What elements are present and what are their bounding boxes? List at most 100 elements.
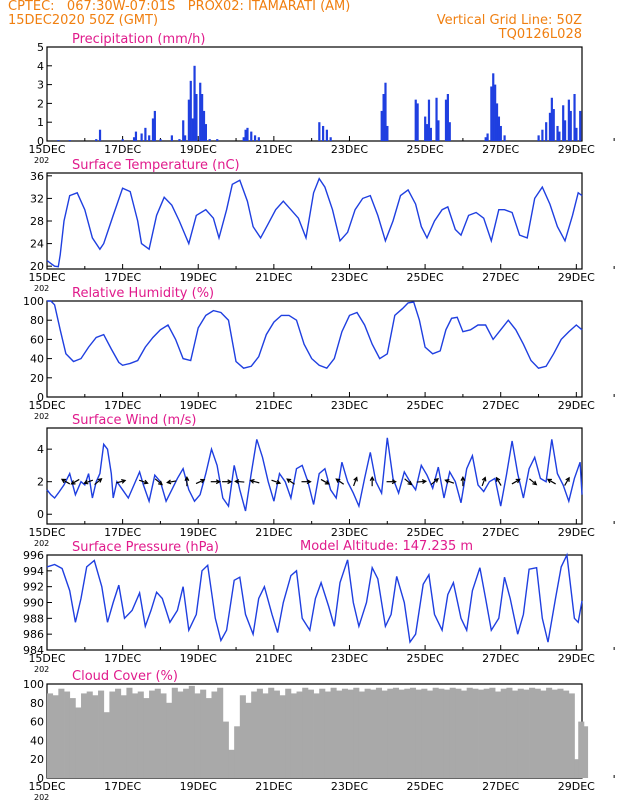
precip-bar bbox=[121, 139, 124, 141]
wind-arrow bbox=[481, 476, 487, 487]
precip-bar bbox=[57, 140, 60, 141]
precip-bar bbox=[318, 122, 321, 141]
y-tick-label: 36 bbox=[30, 170, 44, 183]
wind-arrow-shaft bbox=[250, 479, 260, 484]
cloud-bar bbox=[307, 689, 314, 778]
precip-bar bbox=[242, 137, 245, 141]
cloud-bar bbox=[398, 689, 405, 778]
panel-title: Surface Pressure (hPa) bbox=[72, 540, 219, 555]
precip-bar bbox=[569, 110, 572, 141]
plot-frame bbox=[46, 427, 583, 525]
wind-arrow-shaft bbox=[547, 478, 556, 485]
wind-arrow-head bbox=[97, 477, 103, 483]
x-tick-label: 27DEC bbox=[482, 399, 519, 412]
wind-arrow-shaft bbox=[320, 478, 330, 485]
wind-arrow bbox=[495, 476, 502, 486]
cloud-bar bbox=[313, 693, 320, 778]
y-tick-label: 80 bbox=[30, 314, 44, 327]
wind-arrow-shaft bbox=[138, 479, 148, 484]
wind-arrow bbox=[335, 478, 345, 485]
cloud-cover-panel: Cloud Cover (%) 0 20 40 60 80 100 15DEC 17DEC 19D… bbox=[23, 669, 615, 800]
precip-bar bbox=[494, 84, 497, 141]
y-tick-label: 32 bbox=[30, 192, 44, 205]
precip-bar bbox=[98, 129, 102, 141]
x-tick-label: 23DEC bbox=[331, 780, 368, 793]
precip-bar bbox=[537, 135, 540, 141]
wind-arrow-head bbox=[200, 478, 206, 484]
cloud-bar bbox=[109, 691, 116, 778]
cloud-bar bbox=[137, 691, 144, 778]
precip-bar bbox=[191, 118, 194, 141]
x-tick-label: 17DEC bbox=[104, 652, 141, 665]
precip-bar bbox=[189, 80, 192, 141]
precip-bar bbox=[322, 125, 325, 141]
x-tick-label: 29DEC bbox=[558, 399, 595, 412]
y-tick-label: 5 bbox=[37, 41, 44, 54]
x-year-label: 202 bbox=[34, 539, 49, 548]
cloud-bar bbox=[194, 693, 201, 778]
precip-bar bbox=[575, 127, 578, 141]
wind-arrow-head bbox=[157, 480, 163, 486]
cloud-bar bbox=[52, 695, 59, 778]
x-tick-label: 23DEC bbox=[331, 652, 368, 665]
precip-bar bbox=[495, 103, 499, 141]
x-tick-label: 19DEC bbox=[180, 652, 217, 665]
x-tick-label: 29DEC bbox=[558, 652, 595, 665]
precip-bar bbox=[208, 139, 211, 141]
wind-arrow-head bbox=[460, 475, 466, 481]
wind-arrow-shaft bbox=[335, 478, 345, 485]
wind-arrow bbox=[286, 478, 295, 485]
cloud-bar bbox=[404, 688, 411, 778]
precip-bar bbox=[562, 105, 565, 141]
x-tick-label: 17DEC bbox=[104, 143, 141, 156]
precip-bar bbox=[563, 120, 567, 141]
wind-arrow bbox=[70, 478, 80, 485]
header-station-line: CPTEC: 067:30W-07:01S PROX02: ITAMARATI … bbox=[8, 0, 351, 14]
cloud-bar bbox=[143, 698, 150, 778]
precip-bar bbox=[132, 137, 136, 141]
wind-arrow bbox=[529, 478, 538, 486]
wind-arrow-head bbox=[407, 480, 413, 486]
y-tick-label: 20 bbox=[30, 753, 44, 766]
wind-arrow-shaft bbox=[116, 479, 126, 484]
x-tick-label: 27DEC bbox=[482, 143, 519, 156]
precip-bar bbox=[253, 135, 257, 141]
wind-arrow-head bbox=[565, 476, 570, 482]
wind-arrow-head bbox=[481, 476, 487, 482]
x-tick-label: 17DEC bbox=[104, 780, 141, 793]
cloud-bar bbox=[330, 687, 337, 778]
y-tick-label: 992 bbox=[23, 581, 44, 594]
precip-bar bbox=[382, 94, 385, 141]
precip-bar bbox=[503, 135, 506, 141]
wind-arrow-head bbox=[70, 480, 76, 485]
wind-arrow-shaft bbox=[71, 478, 80, 485]
wind-arrow bbox=[83, 479, 94, 485]
precip-bar bbox=[484, 137, 487, 141]
wind-arrow bbox=[271, 479, 282, 485]
cloud-bar bbox=[466, 687, 473, 778]
x-tick-label: 29DEC bbox=[558, 526, 595, 539]
plot-frame bbox=[46, 172, 583, 270]
precip-bar bbox=[490, 86, 493, 141]
x-tick-label: 23DEC bbox=[331, 143, 368, 156]
wind-arrow-head bbox=[249, 479, 255, 484]
precip-bar bbox=[244, 129, 247, 141]
precip-bar bbox=[429, 127, 432, 141]
wind-arrow bbox=[404, 478, 413, 486]
wind-arrow bbox=[166, 479, 177, 485]
cloud-bar bbox=[421, 688, 428, 778]
y-tick-label: 20 bbox=[30, 260, 44, 273]
cloud-bar bbox=[177, 691, 184, 778]
y-tick-label: 996 bbox=[23, 549, 44, 562]
precip-bar bbox=[437, 120, 440, 141]
cloud-bar bbox=[285, 688, 292, 778]
wind-arrow bbox=[444, 479, 455, 484]
precip-bar bbox=[486, 133, 489, 141]
cloud-bar bbox=[251, 691, 258, 778]
wind-arrow-shaft bbox=[496, 477, 502, 486]
x-tick-label: 29DEC bbox=[558, 271, 595, 284]
precip-bar bbox=[199, 82, 202, 141]
y-tick-label: 3 bbox=[37, 79, 44, 92]
y-tick-label: 990 bbox=[23, 597, 44, 610]
wind-arrow-head bbox=[286, 478, 292, 483]
